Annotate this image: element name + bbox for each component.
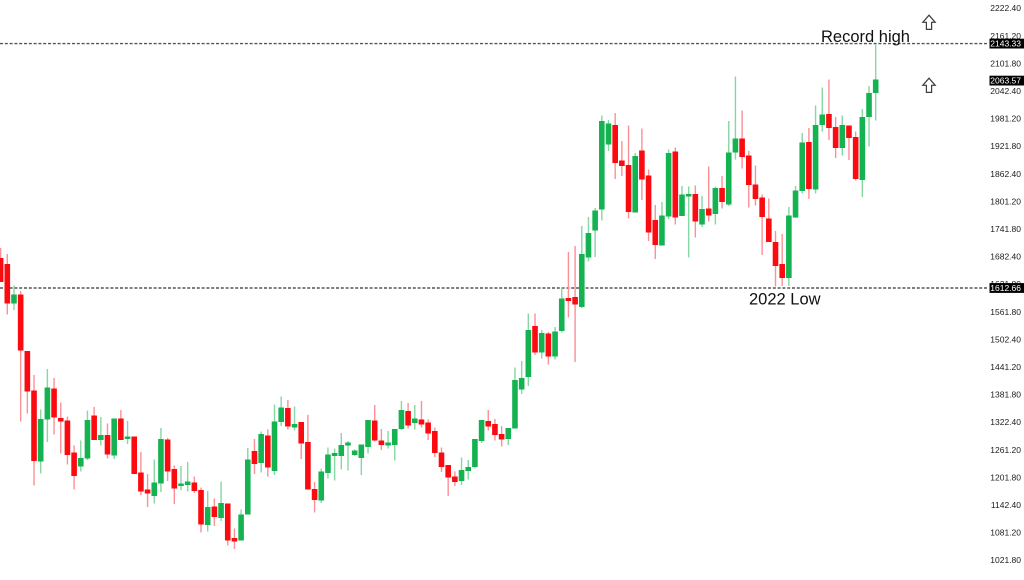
svg-text:1381.80: 1381.80 — [990, 390, 1021, 400]
svg-text:1862.40: 1862.40 — [990, 169, 1021, 179]
svg-text:1502.40: 1502.40 — [990, 334, 1021, 344]
svg-text:1682.40: 1682.40 — [990, 252, 1021, 262]
svg-text:2222.40: 2222.40 — [990, 3, 1021, 13]
svg-text:1201.80: 1201.80 — [990, 472, 1021, 482]
svg-text:1981.20: 1981.20 — [990, 114, 1021, 124]
svg-text:2101.80: 2101.80 — [990, 58, 1021, 68]
svg-text:1741.80: 1741.80 — [990, 224, 1021, 234]
svg-text:2022 Low: 2022 Low — [749, 290, 821, 308]
svg-text:2161.20: 2161.20 — [990, 31, 1021, 41]
svg-text:2063.57: 2063.57 — [990, 76, 1021, 86]
svg-text:1561.80: 1561.80 — [990, 307, 1021, 317]
svg-text:1801.20: 1801.20 — [990, 196, 1021, 206]
svg-text:1261.20: 1261.20 — [990, 445, 1021, 455]
svg-text:Record high: Record high — [821, 28, 910, 46]
svg-text:1612.66: 1612.66 — [990, 283, 1021, 293]
svg-text:2143.33: 2143.33 — [990, 39, 1021, 49]
svg-text:1441.20: 1441.20 — [990, 362, 1021, 372]
svg-text:1322.40: 1322.40 — [990, 417, 1021, 427]
svg-text:1021.80: 1021.80 — [990, 555, 1021, 565]
svg-text:2042.40: 2042.40 — [990, 86, 1021, 96]
svg-text:1142.40: 1142.40 — [991, 500, 1021, 510]
svg-text:1081.20: 1081.20 — [990, 528, 1021, 538]
svg-text:1921.80: 1921.80 — [990, 141, 1021, 151]
